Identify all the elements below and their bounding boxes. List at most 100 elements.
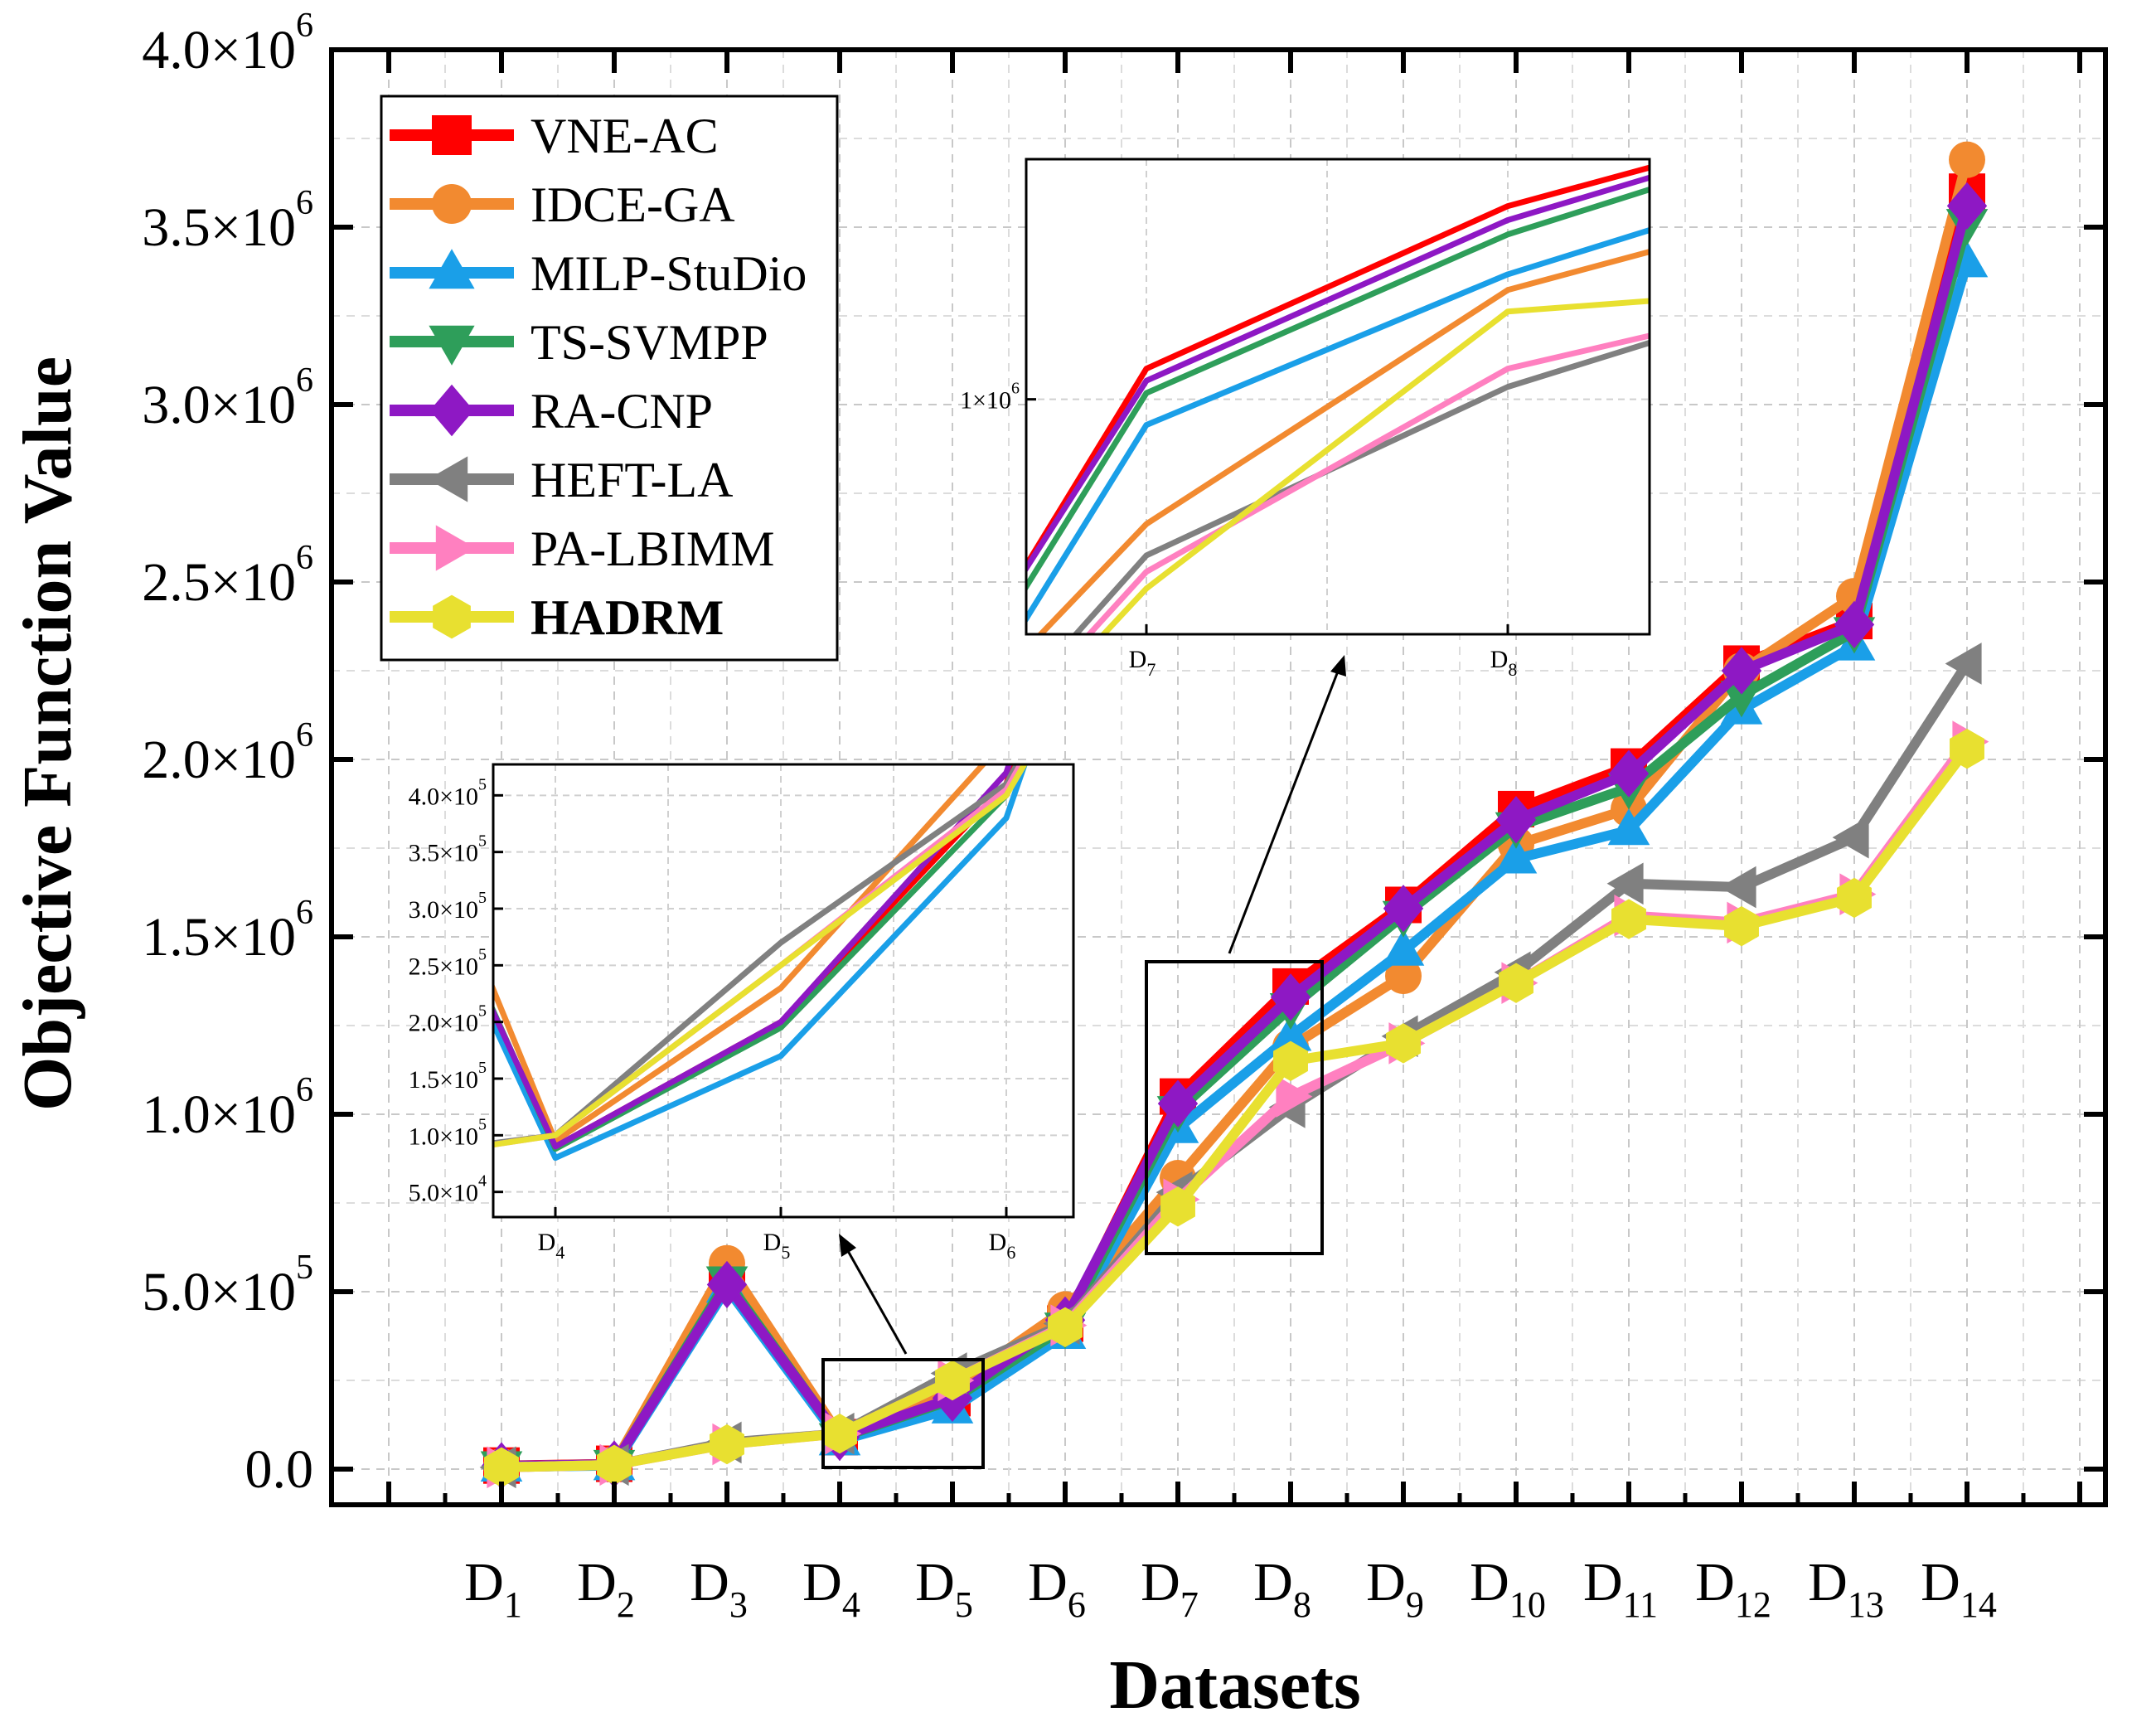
x-tick-label-d2: D2 — [577, 1552, 635, 1625]
y-tick-label-3000000-mantissa: 3.0×10 — [142, 375, 296, 435]
point-ra-cnp-d13 — [1834, 600, 1875, 648]
series-layer — [479, 141, 1989, 1490]
legend: VNE-AC IDCE-GA MILP-StuDio TS-SVMPP RA-CNP HE… — [380, 95, 839, 662]
series-line-hadrm — [497, 744, 1972, 1472]
x-tick-label-d6-letter: D — [1028, 1552, 1068, 1613]
point-idce-ga-d9 — [1385, 958, 1422, 995]
inset1-y-label-150000-exponent: 5 — [478, 1059, 487, 1077]
zoom-arrow-1 — [842, 1243, 908, 1355]
inset1-y-label-250000-exponent: 5 — [478, 945, 487, 963]
x-tick-label-d8-subscript: 8 — [1293, 1584, 1311, 1625]
point-ra-cnp-d11 — [1608, 749, 1650, 798]
y-tick-label-2000000: 2.0×106 — [142, 716, 313, 790]
point-hadrm-d1 — [484, 1447, 519, 1488]
legend-marker-pa-lbimm — [435, 525, 476, 571]
x-tick-label-d10: D10 — [1470, 1552, 1546, 1625]
zoom-arrow-2 — [1228, 664, 1342, 954]
inset1-y-label-150000-mantissa: 1.5×10 — [409, 1066, 478, 1094]
point-hadrm-d2 — [597, 1444, 632, 1486]
x-tick-label-d8: D8 — [1253, 1552, 1311, 1625]
inset2-y-label-1000000-mantissa: 1×10 — [960, 387, 1011, 415]
inset1-y-label-250000-mantissa: 2.5×10 — [409, 953, 478, 980]
x-tick-label-d4: D4 — [802, 1552, 860, 1625]
legend-label-heft-la: HEFT-LA — [531, 453, 733, 507]
plot-frame — [329, 47, 2108, 1507]
inset1-y-label-350000-exponent: 5 — [478, 832, 487, 851]
point-milp-studio-d9 — [1382, 929, 1425, 966]
point-ts-svmpp-d12 — [1720, 681, 1763, 718]
x-tick-label-d4-subscript: 4 — [842, 1584, 860, 1625]
x-tick-label-d11-letter: D — [1583, 1552, 1623, 1613]
inset2-line-idce-ga — [1036, 248, 1650, 634]
y-tick-label-3500000: 3.5×106 — [142, 184, 313, 258]
x-tick-label-d14-letter: D — [1921, 1552, 1960, 1613]
inset1-y-label-200000-exponent: 5 — [478, 1002, 487, 1021]
legend-label-vne-ac: VNE-AC — [531, 109, 719, 163]
y-tick-label-3000000: 3.0×106 — [142, 361, 313, 435]
y-axis-title: Objective Function Value — [9, 356, 86, 1111]
y-tick-label-0: 0.0 — [245, 1439, 314, 1500]
legend-marker-milp-studio — [429, 249, 475, 289]
inset1-y-label-300000-mantissa: 3.0×10 — [409, 896, 478, 924]
inset1-series — [493, 764, 1028, 1162]
inset1-y-label-100000-mantissa: 1.0×10 — [409, 1123, 478, 1150]
point-milp-studio-d11 — [1607, 808, 1650, 846]
point-hadrm-d8 — [1273, 1040, 1308, 1081]
point-ra-cnp-d3 — [706, 1260, 748, 1309]
point-hadrm-d13 — [1837, 877, 1872, 919]
legend-label-idce-ga: IDCE-GA — [531, 177, 735, 232]
y-tick-label-0-mantissa: 0.0 — [245, 1439, 314, 1500]
inset2-line-ts-svmpp — [1026, 186, 1650, 593]
point-ra-cnp-d12 — [1721, 647, 1762, 695]
y-tick-label-3500000-exponent: 6 — [296, 184, 313, 222]
inset1-x-label-d4-letter: D — [538, 1229, 556, 1256]
point-hadrm-d3 — [710, 1424, 744, 1465]
inset2-line-vne-ac — [1026, 164, 1650, 571]
inset-d4-d6: 5.0×1041.0×1051.5×1052.0×1052.5×1053.0×1… — [409, 763, 1075, 1263]
inset1-y-label-50000-exponent: 4 — [478, 1172, 487, 1191]
inset1-line-ra-cnp — [493, 764, 1012, 1150]
inset2-series — [1026, 164, 1650, 634]
y-tick-label-1500000: 1.5×106 — [142, 894, 313, 968]
y-tick-label-500000-mantissa: 5.0×10 — [142, 1262, 296, 1322]
x-tick-label-d9: D9 — [1366, 1552, 1424, 1625]
y-tick-label-3000000-exponent: 6 — [296, 361, 313, 400]
inset1-y-label-250000: 2.5×105 — [409, 945, 487, 980]
point-milp-studio-d8 — [1269, 1014, 1312, 1051]
inset1-y-label-150000: 1.5×105 — [409, 1059, 487, 1094]
x-tick-label-d7-letter: D — [1141, 1552, 1180, 1613]
point-milp-studio-d10 — [1495, 837, 1538, 874]
inset1-y-label-100000-exponent: 5 — [478, 1115, 487, 1133]
x-tick-label-d1-subscript: 1 — [504, 1584, 522, 1625]
inset2-x-label-d7-letter: D — [1129, 646, 1147, 673]
inset1-y-label-400000-exponent: 5 — [478, 775, 487, 793]
x-tick-label-d11: D11 — [1583, 1552, 1658, 1625]
inset2-x-label-d7-subscript: 7 — [1146, 659, 1156, 680]
x-tick-label-d5-letter: D — [915, 1552, 955, 1613]
x-tick-label-d13: D13 — [1808, 1552, 1884, 1625]
point-hadrm-d5 — [935, 1360, 970, 1401]
legend-label-pa-lbimm: PA-LBIMM — [531, 521, 775, 576]
point-heft-la-d12 — [1719, 866, 1756, 909]
y-tick-label-1500000-mantissa: 1.5×10 — [142, 907, 296, 968]
y-tick-label-1500000-exponent: 6 — [296, 894, 313, 932]
inset1-y-label-400000-mantissa: 4.0×10 — [409, 783, 478, 810]
legend-marker-heft-la — [428, 456, 468, 502]
x-tick-label-d14: D14 — [1921, 1552, 1997, 1625]
zoom-box-d7-d8 — [1145, 960, 1324, 1255]
point-ra-cnp-d7 — [1157, 1079, 1199, 1128]
inset2-line-milp-studio — [1026, 226, 1650, 624]
inset1-line-milp-studio — [493, 764, 1028, 1162]
y-tick-label-4000000-mantissa: 4.0×10 — [142, 20, 296, 80]
legend-label-milp-studio: MILP-StuDio — [531, 246, 807, 301]
inset1-x-label-d6: D6 — [989, 1229, 1016, 1263]
inset2-frame — [1025, 158, 1651, 636]
legend-label-ra-cnp: RA-CNP — [531, 384, 713, 439]
zoom-arrowhead-2 — [1330, 655, 1346, 677]
x-tick-label-d11-subscript: 11 — [1623, 1584, 1658, 1625]
x-tick-label-d5: D5 — [915, 1552, 973, 1625]
x-tick-label-d6-subscript: 6 — [1068, 1584, 1086, 1625]
inset1-line-ts-svmpp — [493, 764, 1020, 1152]
x-tick-label-d9-letter: D — [1366, 1552, 1406, 1613]
